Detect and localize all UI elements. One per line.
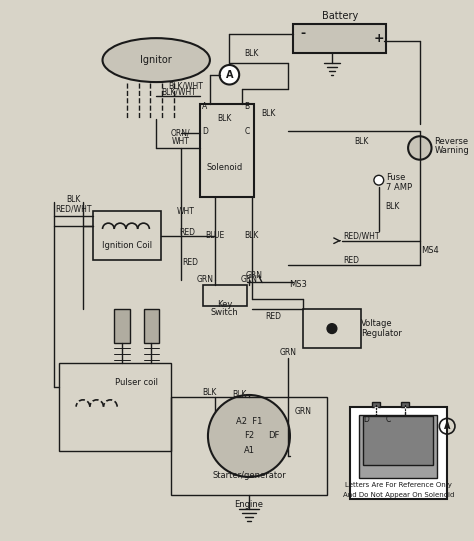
Text: Battery: Battery xyxy=(322,11,358,21)
Text: D: D xyxy=(202,127,208,136)
Bar xyxy=(171,397,327,494)
Text: RED: RED xyxy=(180,228,195,237)
Bar xyxy=(372,402,380,407)
Text: BLK: BLK xyxy=(245,49,259,58)
Circle shape xyxy=(327,324,337,333)
Text: WHT: WHT xyxy=(176,207,194,216)
Text: RED: RED xyxy=(182,258,199,267)
Text: BLK/WHT: BLK/WHT xyxy=(168,82,203,91)
Text: RED: RED xyxy=(344,256,359,265)
Text: Engine: Engine xyxy=(235,500,264,509)
Text: And Do Not Appear On Solenoid: And Do Not Appear On Solenoid xyxy=(343,492,454,498)
Text: BLK: BLK xyxy=(261,109,276,118)
Text: Switch: Switch xyxy=(210,308,238,318)
Text: BLK: BLK xyxy=(386,202,400,211)
Text: A: A xyxy=(202,102,208,111)
Circle shape xyxy=(208,395,290,477)
Bar xyxy=(363,417,434,465)
Text: BLUE: BLUE xyxy=(205,232,224,240)
Text: Solenoid: Solenoid xyxy=(206,163,243,172)
Text: RED/WHT: RED/WHT xyxy=(343,232,380,240)
Text: ORN/: ORN/ xyxy=(171,129,191,138)
Text: Regulator: Regulator xyxy=(361,329,402,338)
Circle shape xyxy=(374,175,383,185)
Text: Pulser coil: Pulser coil xyxy=(115,378,158,387)
Text: B: B xyxy=(374,407,378,416)
Text: RED/WHT: RED/WHT xyxy=(55,205,91,214)
Text: RED: RED xyxy=(265,312,282,321)
Text: BLK: BLK xyxy=(245,232,259,240)
Bar xyxy=(93,212,161,260)
Text: Key: Key xyxy=(217,300,232,309)
Bar xyxy=(293,24,386,53)
Text: BLK: BLK xyxy=(203,387,217,397)
Text: MS4: MS4 xyxy=(421,246,438,255)
Text: GRN: GRN xyxy=(197,275,213,284)
Bar xyxy=(359,414,438,478)
Text: -: - xyxy=(300,27,305,40)
Bar xyxy=(59,363,171,451)
Text: A1: A1 xyxy=(244,446,255,455)
Text: Ignition Coil: Ignition Coil xyxy=(102,241,152,250)
Text: Ignitor: Ignitor xyxy=(140,55,172,65)
Text: MS3: MS3 xyxy=(289,280,307,289)
Text: BLK: BLK xyxy=(66,195,81,204)
Text: A: A xyxy=(402,407,408,416)
Bar xyxy=(401,402,409,407)
Text: GRN: GRN xyxy=(280,348,297,358)
Text: Warning: Warning xyxy=(435,147,469,155)
Text: BLK: BLK xyxy=(232,391,246,399)
Text: D: D xyxy=(363,415,369,424)
Text: BLK/WHT: BLK/WHT xyxy=(161,88,196,97)
Text: DF: DF xyxy=(268,432,279,440)
Text: GRN: GRN xyxy=(246,272,262,280)
Circle shape xyxy=(408,136,431,160)
Text: A: A xyxy=(444,422,450,431)
Text: C: C xyxy=(386,415,391,424)
Text: C: C xyxy=(245,127,250,136)
Text: Reverse: Reverse xyxy=(435,137,469,146)
Text: B: B xyxy=(245,102,250,111)
Circle shape xyxy=(219,65,239,84)
Bar xyxy=(349,407,447,499)
Text: A2  F1: A2 F1 xyxy=(236,417,262,426)
Text: BLK: BLK xyxy=(218,114,232,123)
Bar xyxy=(303,309,361,348)
Text: Letters Are For Reference Only: Letters Are For Reference Only xyxy=(345,482,452,488)
Text: F2: F2 xyxy=(244,432,254,440)
Bar xyxy=(200,104,254,197)
Text: GRN: GRN xyxy=(294,407,311,416)
Bar xyxy=(144,309,159,343)
Text: 7 AMP: 7 AMP xyxy=(386,182,412,192)
Text: A: A xyxy=(226,70,233,80)
Text: Voltage: Voltage xyxy=(361,319,393,328)
Text: Starter/generator: Starter/generator xyxy=(212,471,286,479)
Bar xyxy=(203,285,247,306)
Text: Fuse: Fuse xyxy=(386,173,405,182)
Ellipse shape xyxy=(102,38,210,82)
Text: WHT: WHT xyxy=(172,137,190,146)
Text: GRN: GRN xyxy=(240,275,257,284)
Text: +: + xyxy=(374,32,384,45)
Bar xyxy=(114,309,130,343)
Text: BLK: BLK xyxy=(354,137,368,146)
